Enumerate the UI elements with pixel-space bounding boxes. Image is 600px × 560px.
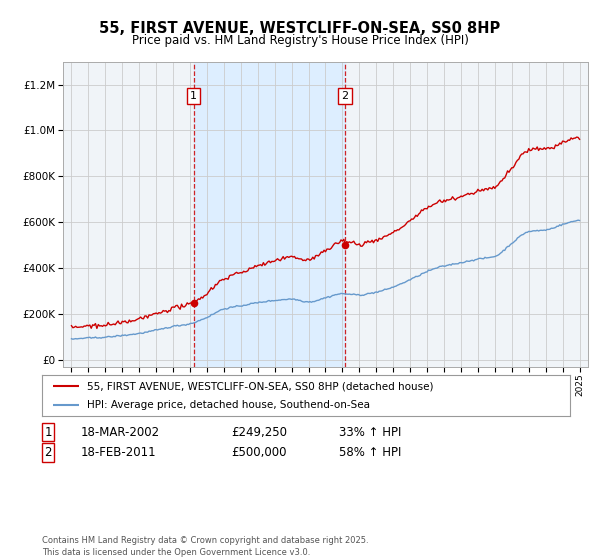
Text: Contains HM Land Registry data © Crown copyright and database right 2025.
This d: Contains HM Land Registry data © Crown c… [42, 536, 368, 557]
Text: 18-MAR-2002: 18-MAR-2002 [81, 426, 160, 439]
Point [340, 241, 349, 250]
Text: 1: 1 [190, 91, 197, 101]
Point [189, 298, 199, 307]
Text: 58% ↑ HPI: 58% ↑ HPI [339, 446, 401, 459]
Text: £500,000: £500,000 [231, 446, 287, 459]
Text: 1: 1 [44, 426, 52, 439]
Text: 2: 2 [341, 91, 348, 101]
Text: HPI: Average price, detached house, Southend-on-Sea: HPI: Average price, detached house, Sout… [87, 400, 370, 409]
Text: 2: 2 [44, 446, 52, 459]
Text: 33% ↑ HPI: 33% ↑ HPI [339, 426, 401, 439]
Text: 55, FIRST AVENUE, WESTCLIFF-ON-SEA, SS0 8HP: 55, FIRST AVENUE, WESTCLIFF-ON-SEA, SS0 … [100, 21, 500, 36]
Text: 18-FEB-2011: 18-FEB-2011 [81, 446, 157, 459]
Text: £249,250: £249,250 [231, 426, 287, 439]
Text: Price paid vs. HM Land Registry's House Price Index (HPI): Price paid vs. HM Land Registry's House … [131, 34, 469, 46]
Bar [194, 62, 344, 367]
Text: 55, FIRST AVENUE, WESTCLIFF-ON-SEA, SS0 8HP (detached house): 55, FIRST AVENUE, WESTCLIFF-ON-SEA, SS0 … [87, 381, 433, 391]
